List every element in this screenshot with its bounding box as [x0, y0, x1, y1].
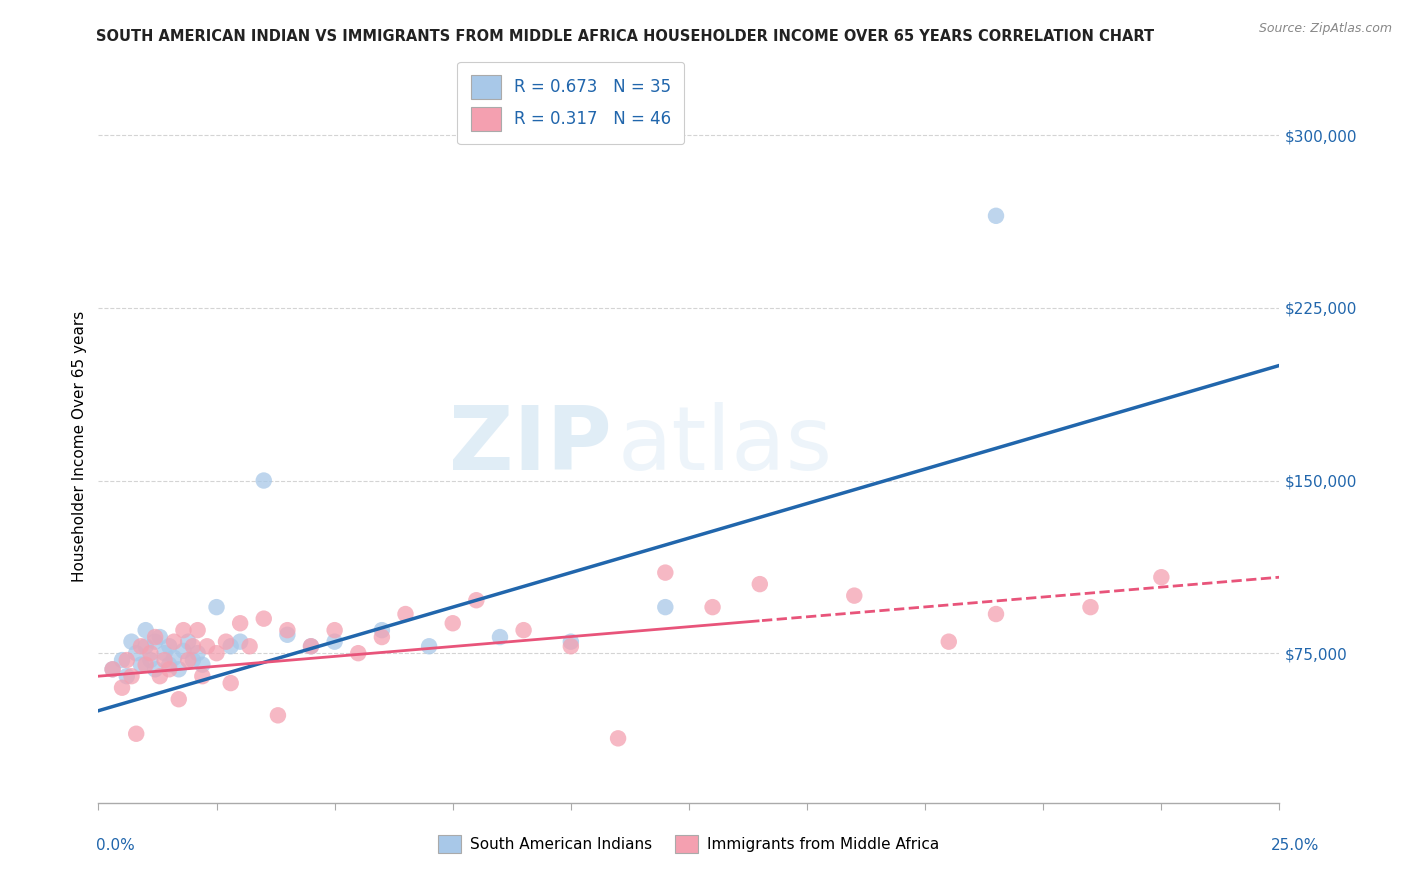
- Point: [101, 662, 124, 676]
- Point: [121, 634, 143, 648]
- Point: [560, 634, 582, 648]
- Point: [347, 646, 370, 660]
- Point: [177, 653, 200, 667]
- Point: [143, 630, 166, 644]
- Text: 0.0%: 0.0%: [96, 838, 135, 853]
- Point: [702, 600, 724, 615]
- Point: [219, 640, 242, 654]
- Legend: South American Indians, Immigrants from Middle Africa: South American Indians, Immigrants from …: [432, 829, 946, 859]
- Point: [418, 640, 440, 654]
- Point: [465, 593, 488, 607]
- Point: [1150, 570, 1173, 584]
- Point: [984, 607, 1007, 621]
- Point: [205, 600, 228, 615]
- Point: [607, 731, 630, 746]
- Text: 25.0%: 25.0%: [1271, 838, 1319, 853]
- Point: [371, 630, 394, 644]
- Point: [299, 640, 322, 654]
- Point: [187, 646, 209, 660]
- Point: [371, 623, 394, 637]
- Point: [748, 577, 770, 591]
- Point: [143, 662, 166, 676]
- Point: [239, 640, 262, 654]
- Text: SOUTH AMERICAN INDIAN VS IMMIGRANTS FROM MIDDLE AFRICA HOUSEHOLDER INCOME OVER 6: SOUTH AMERICAN INDIAN VS IMMIGRANTS FROM…: [96, 29, 1154, 44]
- Point: [323, 634, 346, 648]
- Point: [177, 634, 200, 648]
- Point: [984, 209, 1007, 223]
- Point: [139, 646, 162, 660]
- Point: [139, 653, 162, 667]
- Point: [135, 623, 157, 637]
- Point: [111, 653, 134, 667]
- Point: [101, 662, 124, 676]
- Point: [253, 474, 276, 488]
- Point: [938, 634, 960, 648]
- Point: [135, 657, 157, 672]
- Point: [115, 669, 138, 683]
- Point: [125, 727, 148, 741]
- Y-axis label: Householder Income Over 65 years: Householder Income Over 65 years: [72, 310, 87, 582]
- Point: [276, 628, 298, 642]
- Point: [253, 612, 276, 626]
- Point: [167, 692, 190, 706]
- Point: [195, 640, 218, 654]
- Point: [172, 623, 194, 637]
- Point: [187, 623, 209, 637]
- Point: [219, 676, 242, 690]
- Point: [512, 623, 534, 637]
- Point: [157, 640, 180, 654]
- Point: [1080, 600, 1102, 615]
- Point: [157, 657, 180, 672]
- Point: [299, 640, 322, 654]
- Point: [489, 630, 512, 644]
- Point: [125, 646, 148, 660]
- Point: [143, 634, 166, 648]
- Point: [394, 607, 416, 621]
- Point: [229, 634, 252, 648]
- Text: Source: ZipAtlas.com: Source: ZipAtlas.com: [1258, 22, 1392, 36]
- Point: [135, 640, 157, 654]
- Text: atlas: atlas: [619, 402, 834, 490]
- Point: [441, 616, 464, 631]
- Point: [149, 669, 172, 683]
- Point: [229, 616, 252, 631]
- Point: [163, 634, 186, 648]
- Point: [654, 600, 676, 615]
- Point: [844, 589, 866, 603]
- Point: [115, 653, 138, 667]
- Point: [163, 650, 186, 665]
- Point: [172, 644, 194, 658]
- Point: [111, 681, 134, 695]
- Point: [181, 653, 204, 667]
- Point: [153, 653, 176, 667]
- Point: [181, 640, 204, 654]
- Point: [149, 630, 172, 644]
- Point: [129, 640, 152, 654]
- Point: [560, 640, 582, 654]
- Point: [167, 662, 190, 676]
- Point: [153, 646, 176, 660]
- Point: [323, 623, 346, 637]
- Point: [191, 657, 214, 672]
- Point: [654, 566, 676, 580]
- Text: ZIP: ZIP: [450, 402, 612, 490]
- Point: [205, 646, 228, 660]
- Point: [121, 669, 143, 683]
- Point: [276, 623, 298, 637]
- Point: [215, 634, 238, 648]
- Point: [267, 708, 290, 723]
- Point: [129, 657, 152, 672]
- Point: [191, 669, 214, 683]
- Point: [157, 662, 180, 676]
